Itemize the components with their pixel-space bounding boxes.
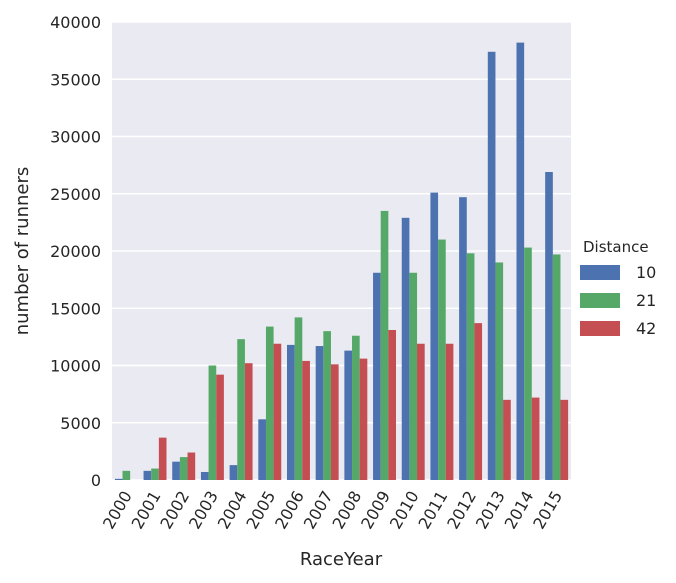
x-tick-label: 2009 [357,488,394,533]
y-tick-label: 5000 [60,414,101,433]
bar-2011-21 [438,239,446,480]
x-axis-title: RaceYear [300,549,383,570]
x-tick-labels: 2000200120022003200420052006200720082009… [99,488,566,533]
bar-2012-21 [466,253,475,480]
y-tick-label: 0 [91,471,101,490]
y-tick-label: 10000 [50,357,101,376]
bar-2005-10 [258,419,266,480]
bar-2010-10 [401,217,410,481]
legend-swatch-10 [580,265,620,280]
legend-title: Distance [583,238,649,256]
y-tick-label: 25000 [50,185,101,204]
x-tick-label: 2013 [472,488,509,533]
y-tick-label: 15000 [50,299,101,318]
bar-2012-10 [459,197,467,480]
bar-2003-21 [208,365,217,480]
bar-2013-10 [487,51,496,481]
bar-2015-21 [552,254,561,480]
bar-2015-42 [560,399,569,480]
x-tick-label: 2015 [529,488,566,533]
bar-2014-42 [531,397,540,480]
x-tick-label: 2003 [185,488,222,533]
bar-2014-10 [516,42,525,481]
bar-2003-10 [200,471,209,480]
bar-2001-21 [151,468,159,480]
x-tick-label: 2002 [156,488,193,533]
legend-label-10: 10 [636,263,656,282]
x-tick-label: 2004 [214,488,251,533]
bar-2010-21 [409,272,418,480]
bar-2014-21 [524,247,532,480]
y-tick-label: 30000 [50,128,101,147]
x-tick-label: 2012 [443,488,480,533]
bar-2004-10 [229,465,238,480]
bar-2009-42 [388,330,397,480]
x-tick-label: 2006 [271,488,308,533]
x-tick-label: 2001 [128,488,165,533]
legend: Distance 10 21 42 [580,238,656,338]
bar-2004-21 [237,339,245,480]
bar-2011-42 [445,343,454,480]
x-tick-label: 2008 [328,488,365,533]
bar-2007-21 [323,331,331,480]
bar-2002-10 [172,461,180,480]
bar-2000-21 [122,470,131,480]
bar-2007-10 [315,346,324,480]
x-tick-label: 2011 [415,488,452,533]
bar-2008-21 [352,335,360,480]
legend-label-21: 21 [636,291,656,310]
legend-label-42: 42 [636,319,656,338]
bar-2015-10 [545,171,553,480]
bar-2013-42 [503,399,511,480]
y-tick-label: 20000 [50,242,101,261]
y-tick-label: 35000 [50,70,101,89]
bar-2005-21 [265,326,274,480]
bar-2010-42 [417,343,425,480]
bar-2006-21 [294,317,303,480]
y-tick-label: 40000 [50,13,101,32]
bar-2008-10 [344,350,353,480]
bar-2002-42 [187,452,196,480]
x-tick-label: 2000 [99,488,136,533]
bar-2001-10 [143,470,152,480]
x-tick-label: 2007 [300,488,337,533]
y-tick-labels: 0 5000 10000 15000 20000 25000 30000 35000 40000 [50,13,101,490]
bar-2005-42 [273,343,282,480]
bar-2006-42 [302,360,310,480]
bar-2009-10 [373,272,381,480]
x-tick-label: 2010 [386,488,423,533]
legend-swatch-42 [580,321,620,336]
x-tick-label: 2005 [242,488,279,533]
bar-2009-21 [380,210,389,481]
bar-2007-42 [330,364,339,480]
bar-2003-42 [216,374,224,480]
bar-2013-21 [495,262,504,480]
y-axis-title: number of runners [12,167,33,336]
bar-2004-42 [244,363,253,480]
bar-2002-21 [179,457,188,480]
bar-2011-10 [430,192,439,481]
legend-swatch-21 [580,293,620,308]
bar-2001-42 [158,437,167,480]
bars [114,42,569,481]
bar-2006-10 [286,344,295,480]
bar-2012-42 [474,323,483,480]
bar-2008-42 [359,358,368,480]
bar-2000-10 [114,478,123,480]
x-tick-label: 2014 [501,488,538,533]
